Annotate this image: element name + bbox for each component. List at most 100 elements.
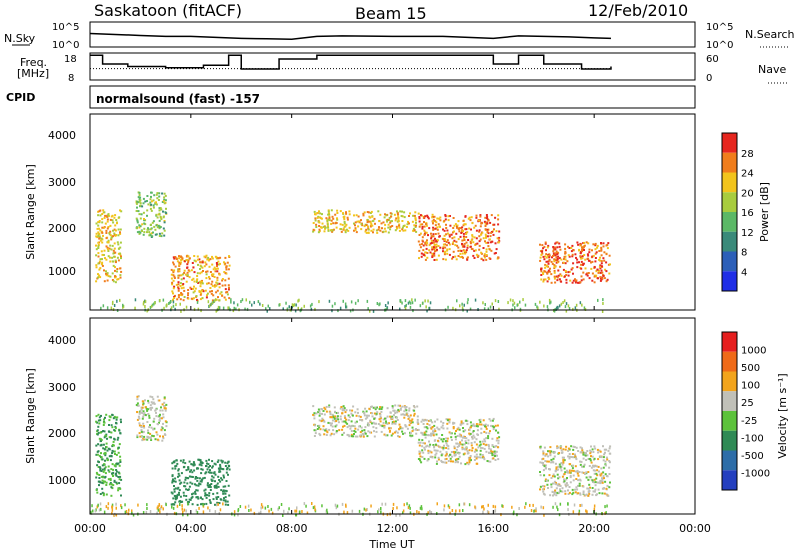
data-cell bbox=[402, 432, 404, 435]
data-cell bbox=[389, 429, 391, 432]
data-cell bbox=[394, 229, 397, 232]
data-cell bbox=[462, 219, 465, 222]
data-cell bbox=[411, 301, 414, 305]
data-cell bbox=[345, 223, 348, 226]
data-cell bbox=[148, 234, 151, 237]
data-cell bbox=[580, 460, 583, 463]
data-cell bbox=[341, 433, 344, 436]
data-cell bbox=[475, 462, 478, 465]
data-cell bbox=[354, 430, 357, 433]
data-cell bbox=[435, 243, 438, 246]
data-cell bbox=[548, 278, 550, 281]
data-cell bbox=[205, 459, 208, 462]
data-cell bbox=[208, 277, 211, 280]
data-cell bbox=[544, 478, 547, 481]
data-cell bbox=[599, 264, 602, 267]
data-cell bbox=[575, 303, 578, 307]
data-cell bbox=[285, 301, 287, 305]
data-cell bbox=[571, 493, 574, 496]
data-cell bbox=[103, 467, 106, 470]
data-cell bbox=[99, 229, 102, 232]
data-cell bbox=[589, 449, 592, 452]
data-cell bbox=[207, 471, 210, 474]
data-cell bbox=[582, 492, 585, 495]
data-cell bbox=[554, 489, 557, 492]
data-cell bbox=[117, 451, 120, 454]
data-cell bbox=[493, 252, 496, 255]
data-cell bbox=[451, 509, 454, 512]
data-cell bbox=[103, 269, 105, 272]
data-cell bbox=[427, 217, 430, 220]
velocity-colorbar-swatch bbox=[722, 430, 737, 451]
data-cell bbox=[461, 239, 464, 242]
data-cell bbox=[99, 438, 102, 441]
data-cell bbox=[374, 408, 377, 411]
data-cell bbox=[118, 464, 121, 467]
data-cell bbox=[209, 486, 212, 488]
data-cell bbox=[260, 510, 262, 514]
data-cell bbox=[208, 265, 211, 268]
data-cell bbox=[113, 228, 116, 231]
data-cell bbox=[185, 469, 188, 472]
data-cell bbox=[395, 225, 398, 228]
data-cell bbox=[548, 254, 551, 257]
data-cell bbox=[422, 253, 425, 256]
data-cell bbox=[104, 257, 106, 260]
data-cell bbox=[357, 225, 360, 228]
data-cell bbox=[117, 243, 120, 246]
data-cell bbox=[389, 220, 392, 223]
data-cell bbox=[497, 218, 500, 221]
data-cell bbox=[462, 235, 465, 238]
data-cell bbox=[553, 493, 556, 496]
data-cell bbox=[282, 307, 284, 311]
data-cell bbox=[592, 481, 594, 483]
data-cell bbox=[174, 465, 177, 468]
data-cell bbox=[381, 502, 383, 506]
data-cell bbox=[178, 491, 180, 494]
data-cell bbox=[158, 235, 161, 237]
data-cell bbox=[201, 281, 203, 283]
data-cell bbox=[555, 261, 558, 264]
data-cell bbox=[488, 447, 491, 450]
data-cell bbox=[203, 503, 205, 506]
data-cell bbox=[119, 487, 122, 490]
data-cell bbox=[595, 472, 598, 475]
data-cell bbox=[423, 433, 426, 436]
data-cell bbox=[107, 447, 110, 450]
data-cell bbox=[412, 227, 415, 230]
data-cell bbox=[549, 446, 552, 449]
data-cell bbox=[328, 216, 331, 219]
data-cell bbox=[550, 458, 553, 461]
data-cell bbox=[222, 485, 225, 488]
data-cell bbox=[454, 223, 457, 226]
data-cell bbox=[217, 296, 219, 299]
data-cell bbox=[439, 216, 442, 219]
data-cell bbox=[398, 224, 401, 227]
data-cell bbox=[432, 226, 435, 229]
data-cell bbox=[104, 214, 107, 217]
data-cell bbox=[209, 471, 212, 474]
data-cell bbox=[563, 478, 565, 481]
data-cell bbox=[593, 490, 596, 493]
data-cell bbox=[349, 409, 351, 412]
data-cell bbox=[331, 425, 334, 428]
data-cell bbox=[105, 493, 108, 496]
data-cell bbox=[185, 495, 188, 497]
data-cell bbox=[472, 424, 475, 427]
data-cell bbox=[343, 215, 346, 218]
velocity-colorbar-swatch bbox=[722, 470, 737, 490]
data-cell bbox=[558, 513, 561, 517]
velocity-colorbar-tick: 500 bbox=[741, 363, 760, 374]
data-cell bbox=[155, 431, 158, 434]
data-cell bbox=[429, 419, 432, 422]
data-cell bbox=[479, 453, 482, 456]
data-cell bbox=[192, 461, 195, 464]
data-cell bbox=[122, 304, 125, 308]
data-cell bbox=[147, 429, 149, 432]
data-cell bbox=[211, 255, 213, 258]
data-cell bbox=[593, 472, 596, 475]
data-cell bbox=[112, 440, 115, 443]
data-cell bbox=[329, 416, 332, 419]
data-cell bbox=[564, 305, 567, 309]
data-cell bbox=[196, 511, 199, 514]
